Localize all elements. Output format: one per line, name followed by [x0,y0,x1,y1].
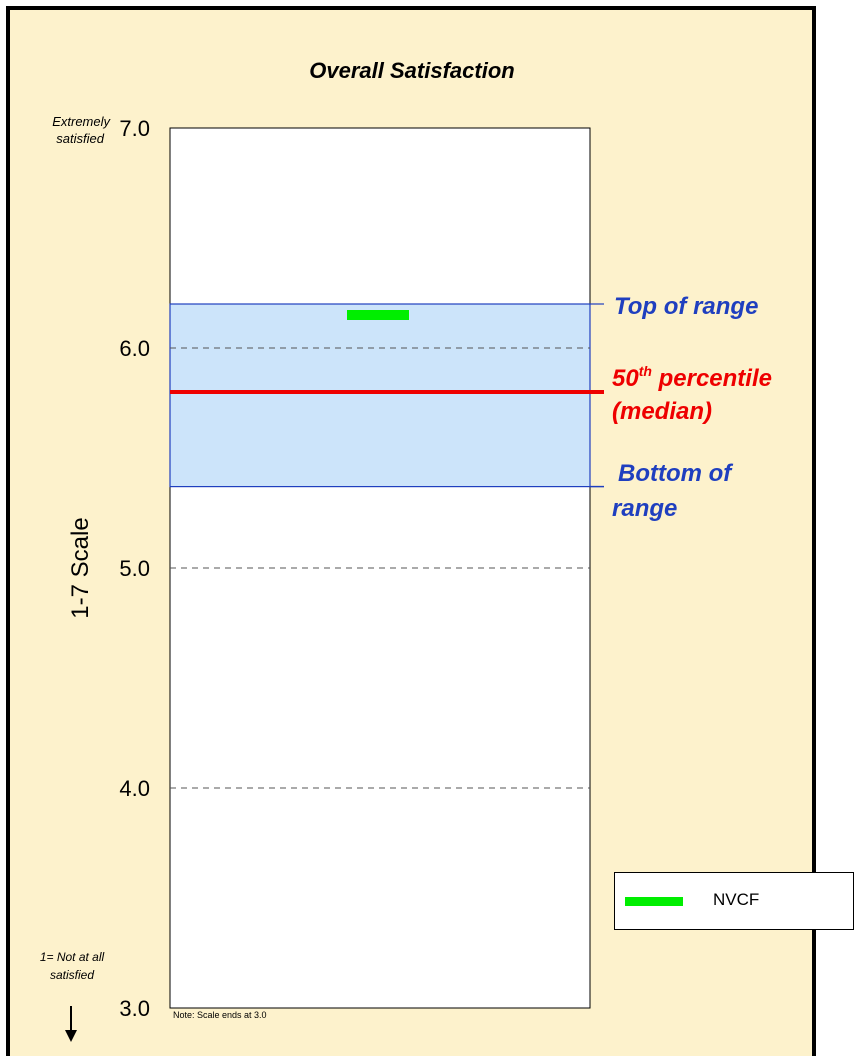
top-annotation-line1: Extremely [52,114,111,129]
y-tick-label-3: 6.0 [119,336,150,361]
y-tick-label-1: 4.0 [119,776,150,801]
top-of-range-label: Top of range [614,293,758,320]
bottom-of-range-label-line1: Bottom of [618,460,733,487]
chart-title: Overall Satisfaction [309,58,514,83]
top-annotation-line2: satisfied [56,131,104,146]
median-label-number: 50 [612,365,639,392]
bottom-annotation-line1: 1= Not at all [40,950,105,964]
series-mark-nvcf [347,310,409,320]
median-label-line2: (median) [612,398,712,425]
legend: NVCF [614,872,854,930]
bottom-of-range-label-line2: range [612,495,677,522]
median-label: 50th percentile [612,363,772,392]
legend-swatch-nvcf [625,897,683,906]
down-arrow-shaft [70,1006,72,1034]
range-extension-lines [590,303,604,488]
median-label-text: percentile [652,365,772,392]
y-tick-label-2: 5.0 [119,556,150,581]
bottom-annotation-line2: satisfied [50,968,94,982]
y-tick-labels: 3.0 4.0 5.0 6.0 7.0 [119,116,150,1021]
down-arrow-icon [65,1030,77,1042]
legend-label-nvcf: NVCF [713,890,760,909]
y-tick-label-4: 7.0 [119,116,150,141]
y-axis-label: 1-7 Scale [67,517,94,618]
range-band [169,303,591,488]
series-marks [347,310,409,320]
median-label-sup: th [639,363,652,379]
y-tick-label-0: 3.0 [119,996,150,1021]
scale-note: Note: Scale ends at 3.0 [173,1010,267,1020]
